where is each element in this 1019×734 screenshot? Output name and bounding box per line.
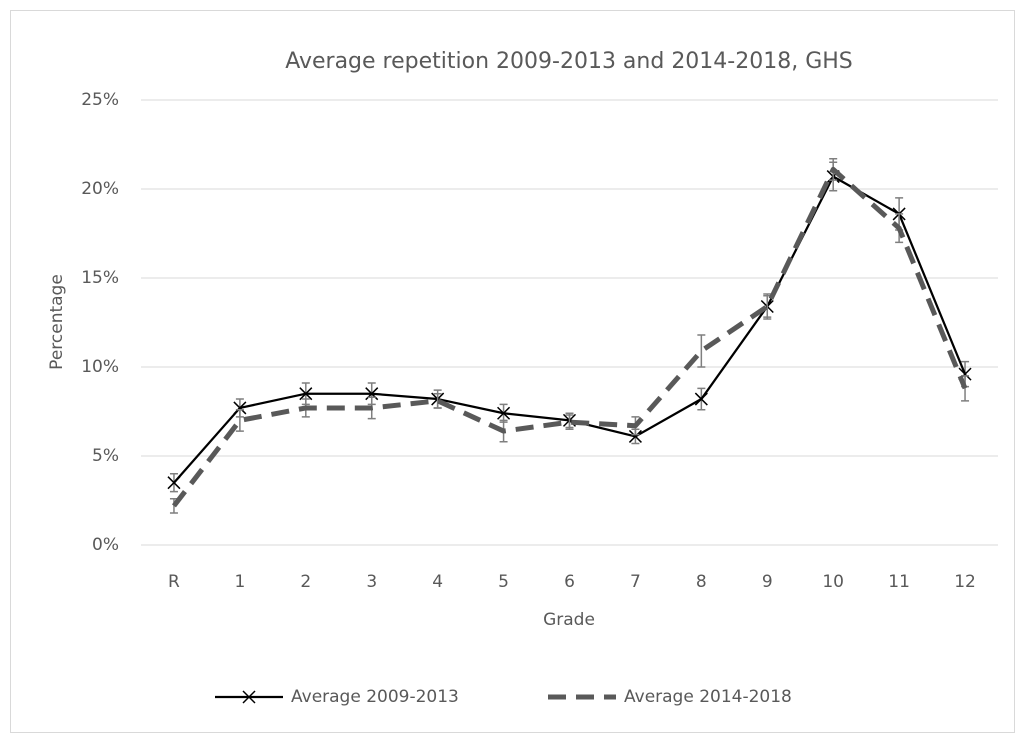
- x-tick-label: 12: [954, 572, 976, 592]
- error-bar: [235, 408, 244, 432]
- marker: [694, 392, 708, 406]
- x-tick-label: 4: [432, 572, 443, 592]
- x-tick-label: 8: [696, 572, 707, 592]
- marker: [167, 476, 181, 490]
- x-tick-label: R: [168, 572, 180, 592]
- x-tick-label: 6: [564, 572, 575, 592]
- chart-title: Average repetition 2009-2013 and 2014-20…: [285, 49, 853, 74]
- marker: [628, 429, 642, 443]
- y-tick-label: 20%: [81, 179, 119, 199]
- y-tick-label: 15%: [81, 268, 119, 288]
- x-tick-label: 7: [630, 572, 641, 592]
- y-tick-label: 0%: [92, 535, 119, 555]
- series-line: [171, 166, 968, 508]
- x-axis-label: Grade: [543, 610, 595, 630]
- chart-frame: [10, 10, 1015, 733]
- y-tick-label: 25%: [81, 90, 119, 110]
- error-bar: [433, 392, 442, 409]
- marker: [233, 401, 247, 415]
- legend-marker: [242, 690, 256, 704]
- x-tick-label: 1: [234, 572, 245, 592]
- y-tick-label: 5%: [92, 446, 119, 466]
- y-axis-label: Percentage: [47, 274, 67, 370]
- y-tick-label: 10%: [81, 357, 119, 377]
- x-tick-label: 5: [498, 572, 509, 592]
- x-tick-label: 9: [762, 572, 773, 592]
- x-tick-label: 2: [300, 572, 311, 592]
- legend-label: Average 2009-2013: [291, 687, 459, 707]
- x-tick-label: 11: [888, 572, 910, 592]
- marker: [299, 387, 313, 401]
- x-tick-label: 10: [822, 572, 844, 592]
- legend-label: Average 2014-2018: [624, 687, 792, 707]
- x-tick-label: 3: [366, 572, 377, 592]
- error-bar: [565, 414, 574, 431]
- marker: [497, 406, 511, 420]
- error-bar: [697, 334, 706, 368]
